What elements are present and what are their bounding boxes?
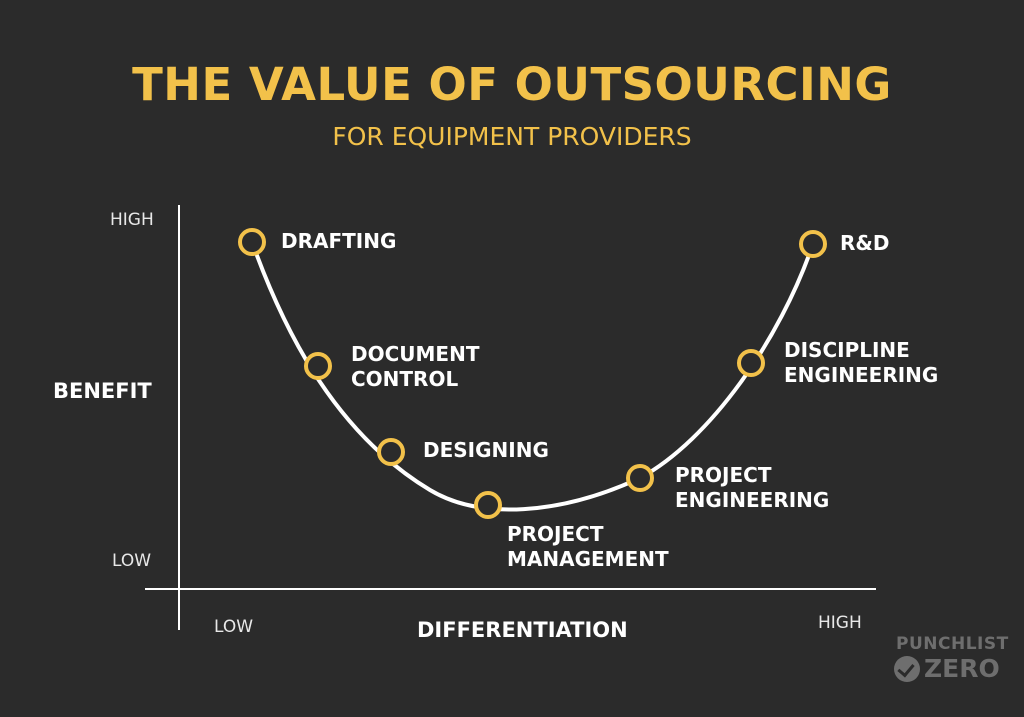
logo-word-text: ZERO (924, 654, 1000, 683)
node-label-line: ENGINEERING (675, 488, 830, 512)
y-axis-high-label: HIGH (110, 210, 154, 230)
node-marker-rd (799, 230, 827, 258)
node-label-line: PROJECT (675, 463, 772, 487)
page-title: THE VALUE OF OUTSOURCING (132, 58, 892, 111)
node-marker-document-control (304, 352, 332, 380)
node-label-line: ENGINEERING (784, 363, 939, 387)
node-marker-designing (377, 438, 405, 466)
x-axis-low-label: LOW (214, 617, 254, 637)
node-label-document-control: DOCUMENT CONTROL (351, 342, 479, 392)
node-marker-project-engineering (626, 464, 654, 492)
y-axis-low-label: LOW (112, 551, 152, 571)
node-label-designing: DESIGNING (423, 438, 549, 463)
node-label-rd: R&D (840, 231, 889, 256)
node-label-line: DOCUMENT (351, 342, 480, 366)
node-label-line: CONTROL (351, 367, 459, 391)
node-label-line: PROJECT (507, 522, 604, 546)
node-label-line: DESIGNING (423, 438, 549, 462)
x-axis-title: DIFFERENTIATION (417, 618, 628, 642)
node-label-line: R&D (840, 231, 890, 255)
curve-markers (238, 228, 827, 519)
node-marker-discipline-engineering (737, 349, 765, 377)
node-label-discipline-engineering: DISCIPLINE ENGINEERING (784, 338, 938, 388)
node-marker-project-management (474, 491, 502, 519)
x-axis-high-label: HIGH (818, 613, 862, 633)
node-label-line: MANAGEMENT (507, 547, 669, 571)
node-label-project-engineering: PROJECT ENGINEERING (675, 463, 829, 513)
punchlist-zero-logo: PUNCHLIST ZERO (894, 636, 1008, 686)
page-subtitle: FOR EQUIPMENT PROVIDERS (332, 122, 692, 151)
node-marker-drafting (238, 228, 266, 256)
node-label-line: DRAFTING (281, 229, 397, 253)
logo-top-text: PUNCHLIST (896, 634, 1009, 654)
node-label-project-management: PROJECT MANAGEMENT (507, 522, 669, 572)
y-axis-title: BENEFIT (53, 379, 152, 403)
node-label-drafting: DRAFTING (281, 229, 396, 254)
checkmark-circle-icon (894, 656, 920, 682)
node-label-line: DISCIPLINE (784, 338, 910, 362)
